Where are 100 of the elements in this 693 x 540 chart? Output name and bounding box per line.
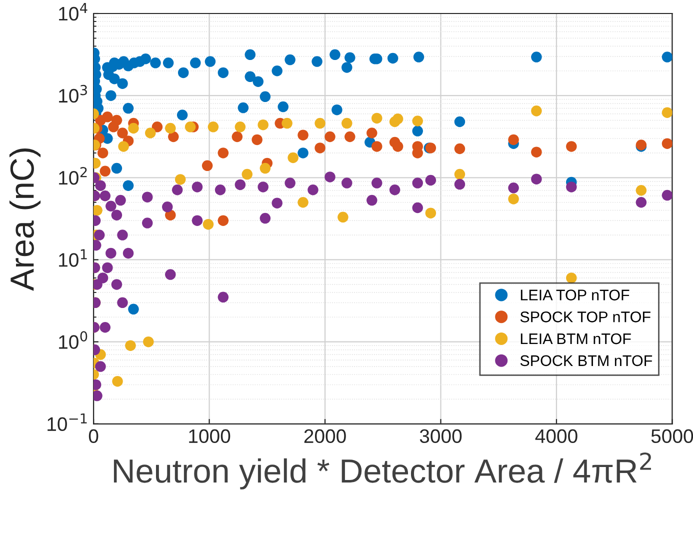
point bbox=[412, 178, 423, 188]
point bbox=[111, 279, 122, 290]
point bbox=[284, 178, 296, 188]
point bbox=[165, 269, 176, 280]
point bbox=[389, 184, 400, 196]
point bbox=[371, 141, 382, 152]
point bbox=[344, 131, 356, 142]
point bbox=[192, 182, 203, 192]
point bbox=[112, 376, 123, 387]
point bbox=[118, 141, 129, 152]
point bbox=[508, 134, 519, 146]
point bbox=[531, 106, 542, 116]
y-tick-label: 10$^{1}$ bbox=[59, 249, 87, 267]
legend-label: SPOCK BTM nTOF bbox=[520, 355, 652, 366]
y-tick-label: 10$^{2}$ bbox=[59, 167, 87, 185]
point bbox=[122, 248, 134, 259]
point bbox=[338, 212, 348, 223]
point bbox=[392, 141, 404, 152]
point bbox=[258, 119, 268, 130]
point bbox=[214, 184, 226, 196]
point bbox=[454, 143, 466, 154]
point bbox=[117, 230, 128, 240]
point bbox=[662, 107, 672, 118]
point bbox=[531, 146, 542, 158]
point bbox=[106, 248, 116, 259]
point bbox=[324, 131, 336, 142]
x-tick-label: 4000 bbox=[535, 429, 578, 444]
point bbox=[636, 184, 647, 196]
point bbox=[298, 196, 308, 208]
point bbox=[94, 230, 105, 240]
point bbox=[662, 190, 672, 201]
point bbox=[184, 122, 196, 132]
point bbox=[314, 142, 326, 154]
point bbox=[100, 190, 111, 202]
point bbox=[252, 134, 262, 146]
point bbox=[145, 128, 156, 138]
x-tick-label: 5000 bbox=[651, 429, 693, 444]
point bbox=[111, 210, 122, 220]
point bbox=[142, 218, 153, 228]
point bbox=[662, 138, 672, 149]
point bbox=[425, 174, 436, 186]
y-tick-label: 10$^{4}$ bbox=[59, 3, 88, 21]
point bbox=[298, 130, 308, 140]
point bbox=[412, 116, 423, 126]
point bbox=[454, 168, 466, 180]
point bbox=[117, 128, 128, 138]
point bbox=[128, 122, 139, 134]
legend-label: SPOCK TOP nTOF bbox=[520, 312, 650, 322]
point bbox=[412, 202, 423, 214]
y-tick-label: 10$^{3}$ bbox=[59, 84, 87, 103]
point bbox=[100, 322, 111, 333]
point bbox=[342, 178, 352, 188]
point bbox=[125, 340, 136, 351]
point bbox=[165, 122, 176, 134]
point bbox=[288, 152, 298, 164]
point bbox=[142, 192, 153, 202]
point bbox=[117, 297, 128, 308]
point bbox=[218, 215, 229, 226]
legend-label: LEIA TOP nTOF bbox=[520, 290, 630, 300]
point bbox=[100, 166, 111, 177]
point bbox=[454, 178, 466, 190]
point bbox=[260, 212, 271, 224]
point bbox=[232, 131, 243, 142]
point bbox=[371, 178, 382, 188]
point bbox=[102, 262, 113, 274]
legend-label: LEIA BTM nTOF bbox=[520, 333, 631, 344]
point bbox=[202, 160, 213, 172]
point bbox=[143, 336, 154, 348]
point bbox=[218, 148, 229, 158]
point bbox=[115, 194, 126, 206]
point bbox=[95, 180, 106, 191]
point bbox=[102, 112, 113, 122]
point bbox=[566, 141, 577, 152]
point bbox=[95, 361, 106, 372]
point bbox=[425, 208, 436, 218]
point bbox=[566, 272, 577, 284]
point bbox=[566, 182, 577, 192]
y-axis-title: Area (nC) bbox=[9, 148, 41, 291]
point bbox=[234, 122, 246, 132]
point bbox=[308, 184, 318, 196]
x-tick-label: 0 bbox=[88, 429, 98, 444]
point bbox=[202, 218, 214, 230]
point bbox=[342, 118, 352, 129]
point bbox=[531, 174, 542, 184]
x-tick-label: 1000 bbox=[189, 429, 230, 444]
point bbox=[242, 168, 253, 180]
x-axis-title: Neutron yield * Detector Area / 4πR$^{2}$ bbox=[114, 452, 651, 490]
point bbox=[324, 172, 336, 182]
point bbox=[97, 148, 108, 158]
point bbox=[272, 198, 282, 208]
point bbox=[234, 179, 246, 190]
point bbox=[106, 200, 116, 212]
point bbox=[258, 182, 268, 192]
point bbox=[208, 122, 219, 132]
point bbox=[392, 114, 404, 124]
point bbox=[508, 194, 519, 204]
x-tick-label: 3000 bbox=[420, 429, 462, 444]
point bbox=[366, 128, 378, 138]
y-tick-label: 10$^{−1}$ bbox=[48, 413, 87, 432]
point bbox=[168, 131, 179, 142]
